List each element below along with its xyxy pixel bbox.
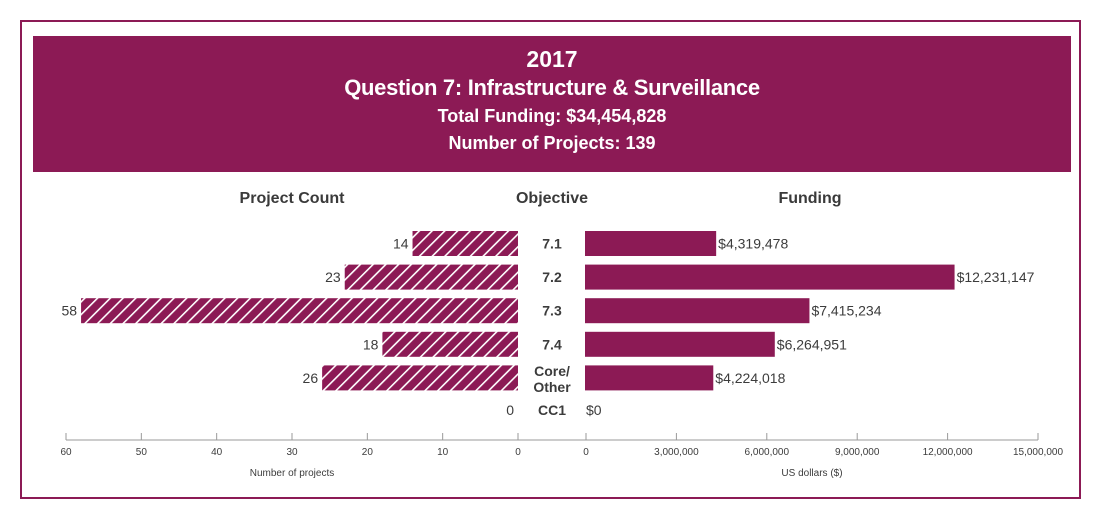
left-axis-tick-label: 20 [362, 447, 374, 458]
right-axis-tick-label: 0 [583, 447, 589, 458]
right-axis-tick-label: 3,000,000 [654, 447, 699, 458]
objective-label: 7.3 [542, 303, 562, 319]
funding-label: $4,319,478 [718, 236, 788, 252]
right-axis-tick-label: 12,000,000 [923, 447, 973, 458]
number-of-projects: Number of Projects: 139 [448, 133, 656, 153]
project-count-label: 18 [363, 336, 379, 352]
objective-heading: Objective [515, 190, 589, 207]
left-axis-tick-label: 50 [136, 447, 148, 458]
project-count-bar [382, 331, 518, 357]
chart-title: Question 7: Infrastructure & Surveillanc… [344, 75, 760, 100]
funding-label: $12,231,147 [957, 269, 1035, 285]
right-axis-tick-label: 15,000,000 [1013, 447, 1063, 458]
funding-label: $0 [586, 402, 602, 418]
objective-label: 7.1 [542, 236, 562, 252]
funding-bar [585, 264, 955, 290]
funding-label: $7,415,234 [811, 303, 881, 319]
project-count-label: 0 [506, 402, 514, 418]
chart-frame [20, 20, 1081, 499]
right-axis-tick-label: 9,000,000 [835, 447, 880, 458]
project-count-bar [322, 365, 518, 391]
objective-label: CC1 [538, 402, 566, 418]
funding-bars: $4,319,478 $12,231,147 $7,415,234 $6,264,95… [585, 231, 1035, 418]
left-axis-tick-label: 60 [60, 447, 72, 458]
objective-label: Other [533, 379, 571, 395]
objective-label: Core/ [534, 363, 570, 379]
project-count-bar [412, 231, 518, 256]
left-axis-tick-label: 10 [437, 447, 449, 458]
funding-label: $4,224,018 [715, 370, 785, 386]
project-count-heading: Project Count [239, 190, 345, 207]
total-funding: Total Funding: $34,454,828 [437, 106, 667, 126]
project-count-label: 58 [61, 303, 77, 319]
right-axis-title: US dollars ($) [781, 468, 842, 479]
funding-heading: Funding [778, 190, 842, 207]
funding-bar [585, 365, 714, 391]
funding-label: $6,264,951 [777, 336, 847, 352]
left-axis-tick-label: 40 [211, 447, 223, 458]
project-count-bars: 14 23 58 18 26 0 [61, 231, 519, 418]
left-axis-tick-label: 0 [515, 447, 521, 458]
objective-label: 7.4 [542, 336, 562, 352]
project-count-bar [81, 298, 519, 324]
objective-labels: 7.1 7.2 7.3 7.4 Core/Other CC1 [533, 236, 571, 419]
funding-bar [585, 231, 717, 256]
project-count-label: 23 [325, 269, 341, 285]
x-axes: 60 50 40 30 20 10 0 Number of projects 0 3,000,00… [60, 433, 1063, 479]
chart-year: 2017 [526, 46, 578, 72]
project-count-label: 26 [303, 370, 319, 386]
left-axis-tick-label: 30 [286, 447, 298, 458]
title-banner: 2017 Question 7: Infrastructure & Survei… [33, 36, 1071, 172]
objective-label: 7.2 [542, 269, 562, 285]
right-axis-tick-label: 6,000,000 [745, 447, 790, 458]
project-count-label: 14 [393, 236, 409, 252]
funding-bar [585, 298, 810, 324]
project-count-bar [344, 264, 518, 290]
left-axis-title: Number of projects [250, 468, 334, 479]
funding-bar [585, 331, 775, 357]
